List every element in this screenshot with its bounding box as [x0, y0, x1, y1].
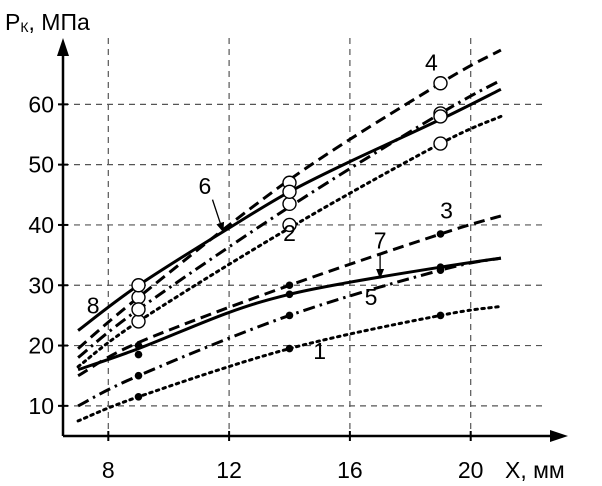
filled-marker-1: [285, 344, 294, 353]
y-tick-label: 50: [28, 152, 54, 178]
open-marker-8: [433, 109, 448, 124]
open-marker-6: [282, 196, 297, 212]
curve-labels: 1 2 3 4 5 6 7 8: [87, 50, 453, 364]
curve-label-8: 8: [87, 293, 100, 319]
x-axis-label: X, мм: [505, 457, 565, 483]
filled-marker-7: [134, 350, 143, 359]
series-line-4: [77, 48, 502, 350]
axes: [57, 38, 568, 442]
y-tick-label: 30: [28, 272, 54, 298]
data-markers: [131, 76, 448, 401]
curve-label-5: 5: [365, 284, 378, 310]
x-axis-arrow: [550, 430, 568, 442]
open-marker-4: [131, 290, 146, 305]
y-tick-label: 20: [28, 333, 54, 359]
filled-marker-3: [285, 281, 294, 290]
y-axis-label: PК, МПа: [5, 9, 90, 35]
filled-marker-1: [134, 393, 143, 401]
curve-label-1: 1: [313, 338, 326, 364]
open-marker-6: [131, 302, 146, 317]
y-axis-arrow: [57, 38, 69, 56]
x-tick-label: 20: [458, 457, 484, 483]
series-line-6: [77, 78, 502, 359]
open-marker-8: [282, 184, 297, 199]
y-tick-label: 10: [28, 393, 54, 419]
x-tick-label: 12: [216, 457, 242, 483]
curve-label-7: 7: [374, 227, 387, 253]
y-tick-label: 60: [28, 91, 54, 117]
open-marker-2: [282, 217, 297, 233]
y-tick-label: 40: [28, 212, 54, 238]
curve-label-4: 4: [425, 50, 438, 76]
x-tick-label: 8: [102, 457, 115, 483]
curve-label-arrow-6: [211, 199, 225, 233]
open-marker-8: [131, 278, 146, 293]
filled-marker-7: [285, 290, 294, 299]
open-marker-2: [131, 314, 146, 329]
filled-marker-7: [436, 263, 445, 271]
filled-marker-5: [134, 371, 143, 380]
filled-marker-1: [436, 311, 445, 320]
filled-marker-3: [134, 341, 143, 350]
curve-label-3: 3: [440, 197, 453, 223]
x-tick-label: 16: [337, 457, 363, 483]
filled-marker-5: [285, 311, 294, 320]
open-marker-2: [433, 136, 448, 151]
filled-marker-3: [436, 230, 445, 238]
curve-label-2: 2: [283, 220, 296, 246]
curve-label-6: 6: [199, 173, 212, 199]
open-marker-4: [433, 76, 448, 91]
